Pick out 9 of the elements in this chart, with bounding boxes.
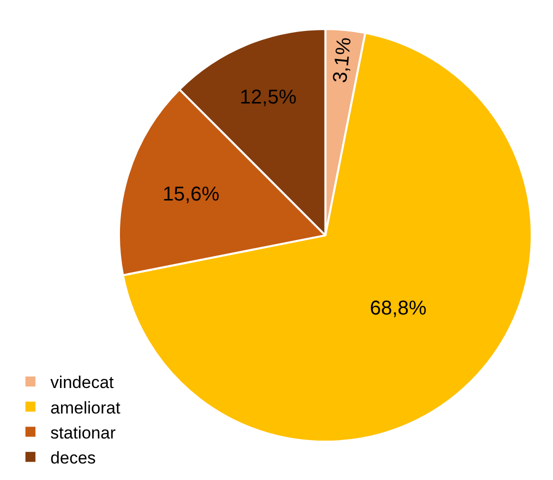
pie-slice (122, 32, 533, 443)
legend-label: stationar (50, 423, 116, 442)
legend-label: ameliorat (50, 398, 121, 418)
legend-label: deces (50, 448, 96, 468)
data-label: 12,5% (240, 86, 297, 108)
legend-label: vindecat (50, 373, 114, 392)
data-label: 3,1% (329, 36, 356, 84)
data-label: 15,6% (162, 183, 220, 206)
data-label: 68,8% (370, 297, 427, 320)
